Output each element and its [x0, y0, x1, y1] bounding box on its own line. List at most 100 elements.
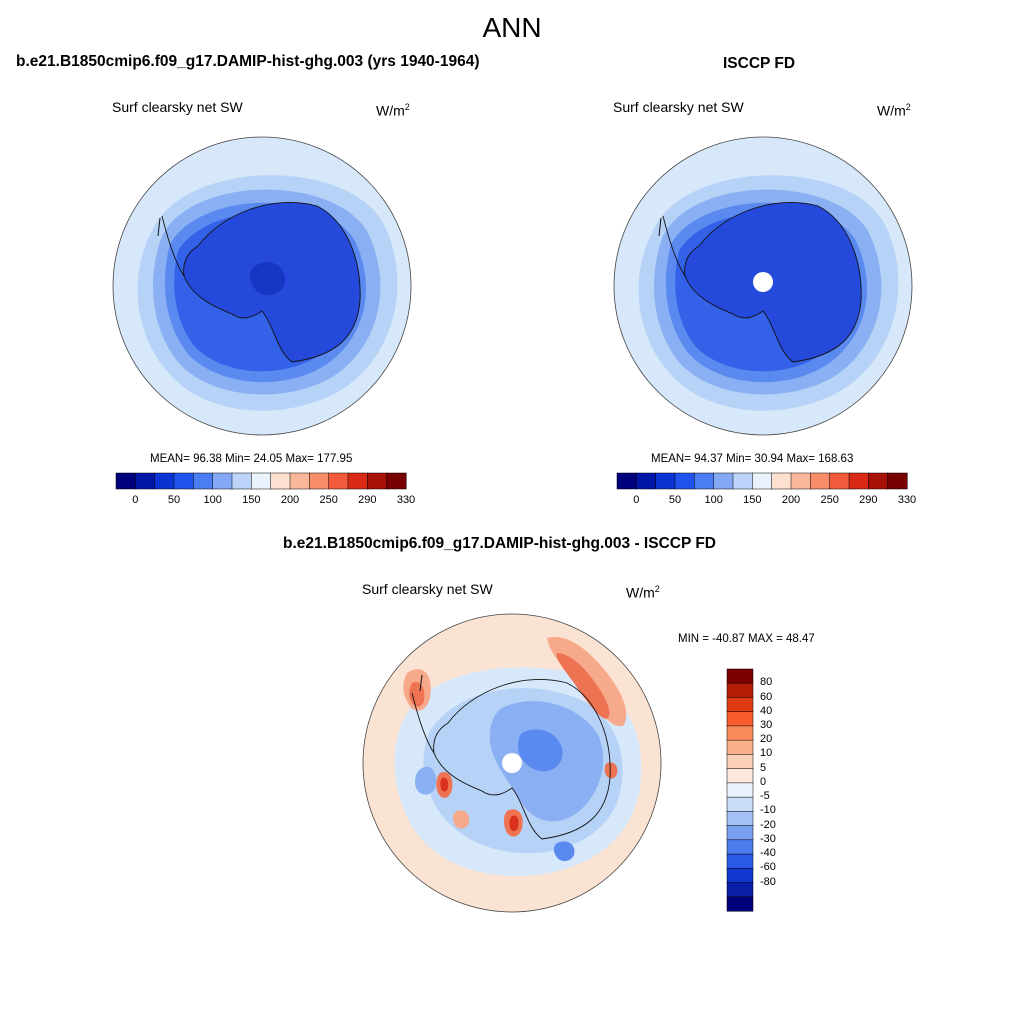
diff-colorbar-swatch: [726, 782, 754, 798]
obs-colorbar-swatch: [713, 472, 734, 490]
diff-colorbar-tick-label: 5: [760, 761, 767, 774]
diff-colorbar-tick-label: -80: [760, 875, 776, 888]
diff-polar-map: [362, 613, 662, 913]
diff-colorbar-swatch: [726, 839, 754, 855]
diff-variable-label: Surf clearsky net SW: [362, 581, 493, 597]
obs-colorbar-tick-label: 290: [859, 494, 878, 506]
diff-panel-title: b.e21.B1850cmip6.f09_g17.DAMIP-hist-ghg.…: [283, 535, 716, 552]
model-colorbar-swatch: [289, 472, 310, 490]
model-colorbar-swatch: [231, 472, 252, 490]
diff-colorbar-swatch: [726, 896, 754, 912]
diff-colorbar-swatch: [726, 825, 754, 841]
diff-stats: MIN = -40.87 MAX = 48.47: [678, 633, 815, 645]
obs-colorbar-tick-label: 100: [704, 494, 723, 506]
obs-stats: MEAN= 94.37 Min= 30.94 Max= 168.63: [651, 453, 854, 465]
model-variable-label: Surf clearsky net SW: [112, 99, 243, 115]
obs-colorbar-tick-label: 250: [820, 494, 839, 506]
diff-colorbar-swatch: [726, 725, 754, 741]
obs-colorbar-swatch: [887, 472, 908, 490]
obs-colorbar-swatch: [848, 472, 869, 490]
diff-colorbar-tick-label: -40: [760, 847, 776, 860]
diff-colorbar-tick-label: 20: [760, 733, 773, 746]
model-colorbar-swatch: [328, 472, 349, 490]
obs-colorbar-tick-label: 150: [743, 494, 762, 506]
model-colorbar-tick-label: 200: [280, 494, 300, 506]
diff-colorbar-tick-label: -5: [760, 790, 770, 803]
diff-colorbar-tick-label: -20: [760, 818, 776, 831]
obs-colorbar-swatch: [771, 472, 792, 490]
obs-colorbar-swatch: [694, 472, 715, 490]
obs-units-label: W/m2: [877, 102, 911, 119]
diff-colorbar-swatch: [726, 668, 754, 684]
obs-colorbar: [616, 472, 908, 490]
obs-colorbar-tick-label: 200: [781, 494, 801, 506]
obs-colorbar-tick-label: 330: [897, 494, 917, 506]
figure-title: ANN: [482, 12, 542, 43]
diff-colorbar-swatch: [726, 739, 754, 755]
model-colorbar: [115, 472, 407, 490]
model-colorbar-tick-label: 100: [203, 494, 222, 506]
model-polar-map: [112, 136, 412, 436]
model-colorbar-swatch: [193, 472, 214, 490]
diff-colorbar-tick-label: 40: [760, 704, 773, 717]
obs-colorbar-swatch: [655, 472, 676, 490]
model-colorbar-swatch: [347, 472, 368, 490]
diff-colorbar-swatch: [726, 811, 754, 827]
obs-colorbar-swatch: [616, 472, 637, 490]
diff-colorbar-swatch: [726, 682, 754, 699]
model-colorbar-tick-label: 250: [319, 494, 338, 506]
model-colorbar-swatch: [212, 472, 233, 490]
model-colorbar-swatch: [270, 472, 291, 490]
model-colorbar-swatch: [309, 472, 330, 490]
obs-colorbar-swatch: [636, 472, 657, 490]
obs-colorbar-swatch: [752, 472, 773, 490]
diff-colorbar-tick-label: 10: [760, 747, 773, 760]
diff-colorbar-swatch: [726, 768, 754, 784]
model-colorbar-swatch: [154, 472, 175, 490]
diff-colorbar-tick-label: 30: [760, 718, 773, 731]
model-panel-title: b.e21.B1850cmip6.f09_g17.DAMIP-hist-ghg.…: [16, 53, 480, 70]
model-colorbar-swatch: [135, 472, 156, 490]
diff-colorbar-tick-label: -30: [760, 832, 776, 845]
diff-colorbar-swatch: [726, 853, 754, 869]
diff-colorbar-swatch: [726, 711, 754, 727]
obs-polar-map: [613, 136, 913, 436]
obs-colorbar-ticks: 0 50 100 150 200 250 290 330: [617, 494, 916, 508]
obs-panel-title: ISCCP FD: [723, 55, 796, 72]
model-colorbar-swatch: [173, 472, 194, 490]
model-units-label: W/m2: [376, 102, 410, 119]
obs-colorbar-tick-label: 0: [633, 494, 640, 506]
obs-colorbar-swatch: [674, 472, 695, 490]
diff-colorbar-swatch: [726, 882, 754, 898]
model-colorbar-tick-label: 0: [132, 494, 139, 506]
model-colorbar-ticks: 0 50 100 150 200 250 290 330: [116, 494, 415, 508]
model-colorbar-tick-label: 50: [167, 494, 181, 506]
diff-colorbar-swatch: [726, 868, 754, 884]
diff-colorbar-tick-label: -10: [760, 804, 776, 817]
diff-colorbar-swatch: [726, 796, 754, 812]
model-colorbar-swatch: [251, 472, 272, 490]
diff-colorbar: [726, 668, 754, 912]
obs-colorbar-swatch: [732, 472, 753, 490]
diff-colorbar-swatch: [726, 697, 754, 713]
diff-colorbar-tick-label: -60: [760, 861, 776, 874]
obs-colorbar-swatch: [790, 472, 811, 490]
diff-colorbar-tick-label: 0: [760, 775, 767, 788]
model-stats: MEAN= 96.38 Min= 24.05 Max= 177.95: [150, 453, 353, 465]
diff-units-label: W/m2: [626, 584, 660, 601]
model-colorbar-swatch: [115, 472, 136, 490]
model-colorbar-swatch: [386, 472, 407, 490]
obs-colorbar-swatch: [868, 472, 889, 490]
obs-colorbar-swatch: [810, 472, 831, 490]
diff-colorbar-ticks: 80 60 40 30 20 10 5 0 -5 -10 -20 -30 -40 -60 -80: [760, 669, 800, 911]
model-colorbar-swatch: [367, 472, 388, 490]
diff-colorbar-tick-label: 60: [760, 690, 773, 703]
obs-colorbar-tick-label: 50: [668, 494, 682, 506]
model-colorbar-tick-label: 290: [358, 494, 377, 506]
obs-variable-label: Surf clearsky net SW: [613, 99, 744, 115]
diff-colorbar-swatch: [726, 754, 754, 770]
obs-colorbar-swatch: [829, 472, 850, 490]
model-colorbar-tick-label: 150: [242, 494, 261, 506]
diff-colorbar-tick-label: 80: [760, 676, 773, 689]
model-colorbar-tick-label: 330: [396, 494, 416, 506]
